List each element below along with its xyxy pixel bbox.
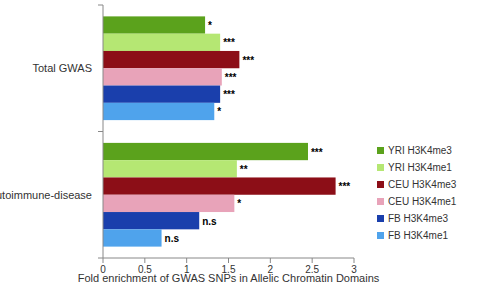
significance-label: n.s: [165, 233, 180, 244]
legend-swatch: [377, 181, 384, 188]
bar: [103, 68, 222, 85]
significance-label: *: [237, 198, 241, 209]
x-tick: [354, 258, 355, 263]
bar: [103, 16, 205, 33]
significance-label: ***: [242, 55, 254, 66]
significance-label: *: [208, 20, 212, 31]
x-tick: [312, 258, 313, 263]
significance-label: ***: [339, 181, 351, 192]
legend-label: CEU H3K4me1: [388, 196, 457, 207]
bar: [103, 212, 199, 229]
significance-label: ***: [223, 89, 235, 100]
bar: [103, 34, 220, 51]
x-axis-label: Fold enrichment of GWAS SNPs in Allelic …: [78, 272, 380, 284]
bar: [103, 143, 308, 160]
legend: YRI H3K4me3 YRI H3K4me1 CEU H3K4me3 CEU H3K…: [377, 145, 457, 241]
legend-label: YRI H3K4me1: [388, 162, 452, 173]
significance-label: n.s: [202, 216, 217, 227]
bar: [103, 160, 237, 177]
legend-swatch: [377, 164, 384, 171]
annotations: **********************n.s*n.s: [165, 20, 351, 244]
legend-label: YRI H3K4me3: [388, 145, 452, 156]
legend-label: FB H3K4me3: [388, 213, 448, 224]
legend-label: CEU H3K4me3: [388, 179, 457, 190]
x-tick: [186, 258, 187, 263]
bar: [103, 103, 214, 120]
bar: [103, 229, 162, 246]
category-tick: [98, 5, 103, 6]
legend-swatch: [377, 215, 384, 222]
category-label: Total GWAS: [33, 62, 93, 74]
bar: [103, 177, 336, 194]
x-tick: [144, 258, 145, 263]
bar: [103, 195, 234, 212]
bars: [103, 16, 336, 246]
significance-label: *: [217, 106, 221, 117]
chart: **********************n.s*n.sTotal GWASA…: [0, 0, 500, 287]
axes: Total GWASAutoimmune-disease00.511.522.5…: [0, 5, 357, 275]
significance-label: ***: [225, 72, 237, 83]
bar: [103, 86, 220, 103]
significance-label: ***: [223, 37, 235, 48]
x-tick: [228, 258, 229, 263]
legend-swatch: [377, 147, 384, 154]
category-tick: [98, 131, 103, 132]
significance-label: **: [240, 164, 248, 175]
legend-swatch: [377, 232, 384, 239]
bar: [103, 51, 239, 68]
legend-swatch: [377, 198, 384, 205]
category-tick: [98, 258, 103, 259]
category-label: Autoimmune-disease: [0, 189, 92, 201]
legend-label: FB H3K4me1: [388, 230, 448, 241]
x-tick: [103, 258, 104, 263]
significance-label: ***: [311, 147, 323, 158]
x-tick: [270, 258, 271, 263]
